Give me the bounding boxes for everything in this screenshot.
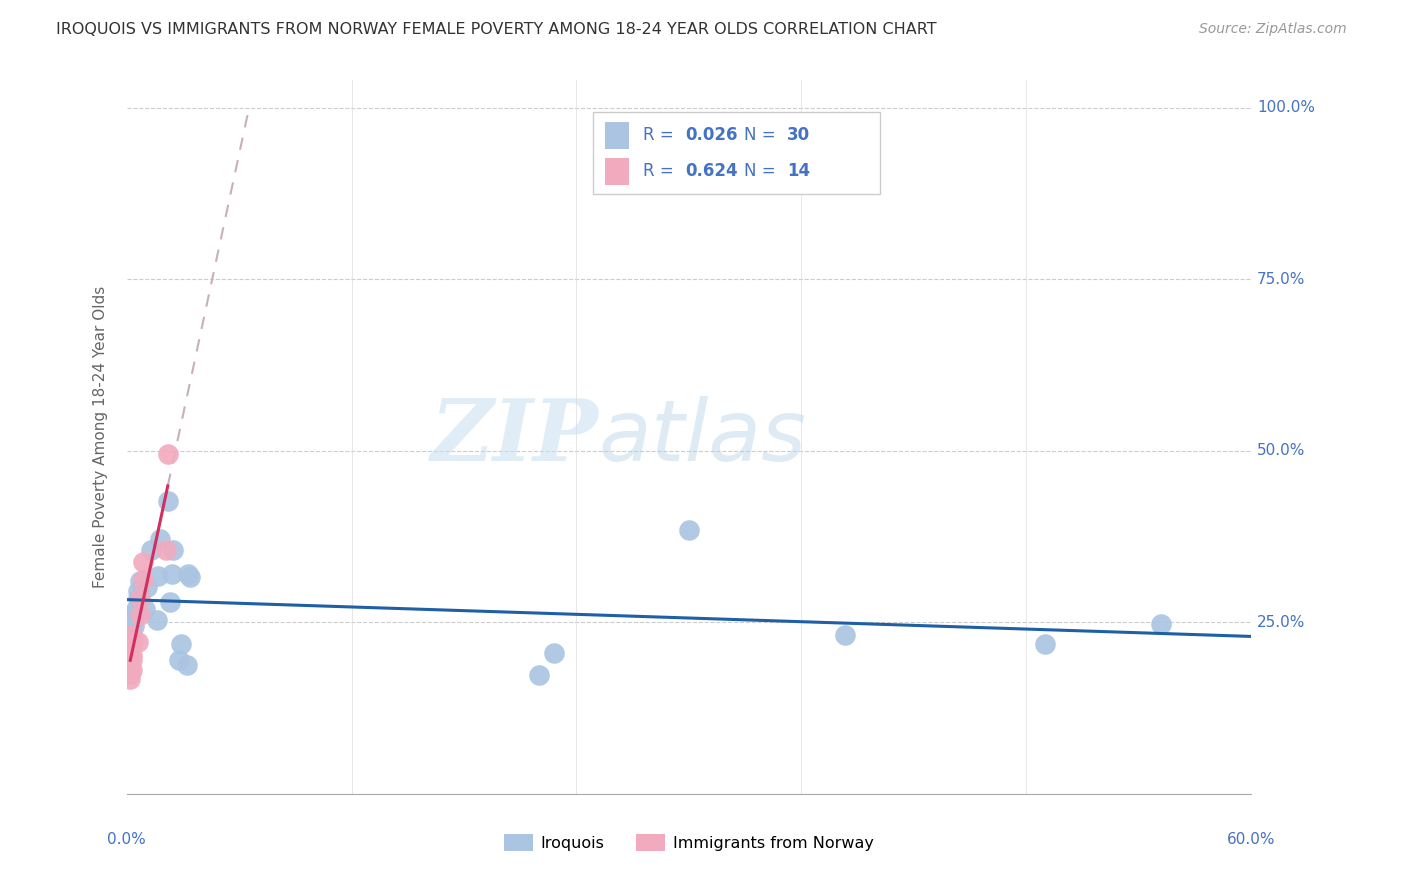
Point bbox=[167, 653, 190, 667]
Point bbox=[132, 555, 155, 569]
Point bbox=[121, 636, 143, 650]
Text: ZIP: ZIP bbox=[432, 395, 599, 479]
Point bbox=[149, 532, 172, 546]
Point bbox=[159, 595, 181, 609]
Text: IROQUOIS VS IMMIGRANTS FROM NORWAY FEMALE POVERTY AMONG 18-24 YEAR OLDS CORRELAT: IROQUOIS VS IMMIGRANTS FROM NORWAY FEMAL… bbox=[56, 22, 936, 37]
Point bbox=[121, 664, 143, 678]
Point bbox=[134, 601, 156, 615]
Text: atlas: atlas bbox=[599, 395, 807, 479]
Text: 25.0%: 25.0% bbox=[1257, 615, 1305, 630]
Bar bbox=[605, 158, 630, 185]
Bar bbox=[605, 122, 630, 149]
Text: 0.0%: 0.0% bbox=[107, 831, 146, 847]
Point bbox=[139, 543, 162, 558]
Point bbox=[128, 608, 150, 623]
Text: 100.0%: 100.0% bbox=[1257, 100, 1315, 115]
Point bbox=[122, 619, 145, 633]
Point bbox=[155, 543, 177, 558]
Text: 50.0%: 50.0% bbox=[1257, 443, 1305, 458]
Point bbox=[160, 567, 183, 582]
Text: R =: R = bbox=[643, 127, 679, 145]
Point bbox=[122, 612, 145, 626]
Point bbox=[678, 523, 700, 537]
Bar bbox=[593, 112, 880, 194]
Point bbox=[121, 653, 143, 667]
Point bbox=[527, 668, 550, 682]
Point bbox=[834, 628, 856, 642]
Point bbox=[127, 591, 149, 606]
Text: 30: 30 bbox=[787, 127, 810, 145]
Y-axis label: Female Poverty Among 18-24 Year Olds: Female Poverty Among 18-24 Year Olds bbox=[93, 286, 108, 588]
Point bbox=[120, 666, 142, 681]
Point bbox=[156, 494, 179, 508]
Point bbox=[125, 605, 148, 619]
Point bbox=[125, 601, 148, 615]
Point bbox=[148, 569, 170, 583]
Point bbox=[132, 573, 155, 587]
Text: 60.0%: 60.0% bbox=[1227, 831, 1275, 847]
Point bbox=[121, 629, 143, 643]
Point bbox=[179, 570, 201, 584]
Point bbox=[1150, 616, 1173, 631]
Point bbox=[1033, 637, 1056, 651]
Point bbox=[162, 543, 184, 558]
Text: N =: N = bbox=[744, 127, 780, 145]
Text: 0.624: 0.624 bbox=[686, 162, 738, 180]
Point bbox=[120, 672, 142, 686]
Text: 0.026: 0.026 bbox=[686, 127, 738, 145]
Point bbox=[156, 447, 179, 461]
Point bbox=[543, 646, 565, 660]
Legend: Iroquois, Immigrants from Norway: Iroquois, Immigrants from Norway bbox=[498, 828, 880, 857]
Point bbox=[127, 584, 149, 599]
Point bbox=[145, 613, 167, 627]
Point bbox=[170, 637, 193, 651]
Point bbox=[176, 657, 198, 672]
Point bbox=[121, 632, 143, 647]
Point bbox=[127, 634, 149, 648]
Text: 75.0%: 75.0% bbox=[1257, 272, 1305, 286]
Point bbox=[128, 591, 150, 606]
Text: R =: R = bbox=[643, 162, 679, 180]
Point bbox=[121, 628, 143, 642]
Point bbox=[136, 580, 159, 594]
Point bbox=[177, 567, 200, 582]
Point bbox=[121, 648, 143, 663]
Text: Source: ZipAtlas.com: Source: ZipAtlas.com bbox=[1199, 22, 1347, 37]
Text: 14: 14 bbox=[787, 162, 810, 180]
Text: N =: N = bbox=[744, 162, 780, 180]
Point bbox=[121, 634, 143, 648]
Point bbox=[128, 574, 150, 589]
